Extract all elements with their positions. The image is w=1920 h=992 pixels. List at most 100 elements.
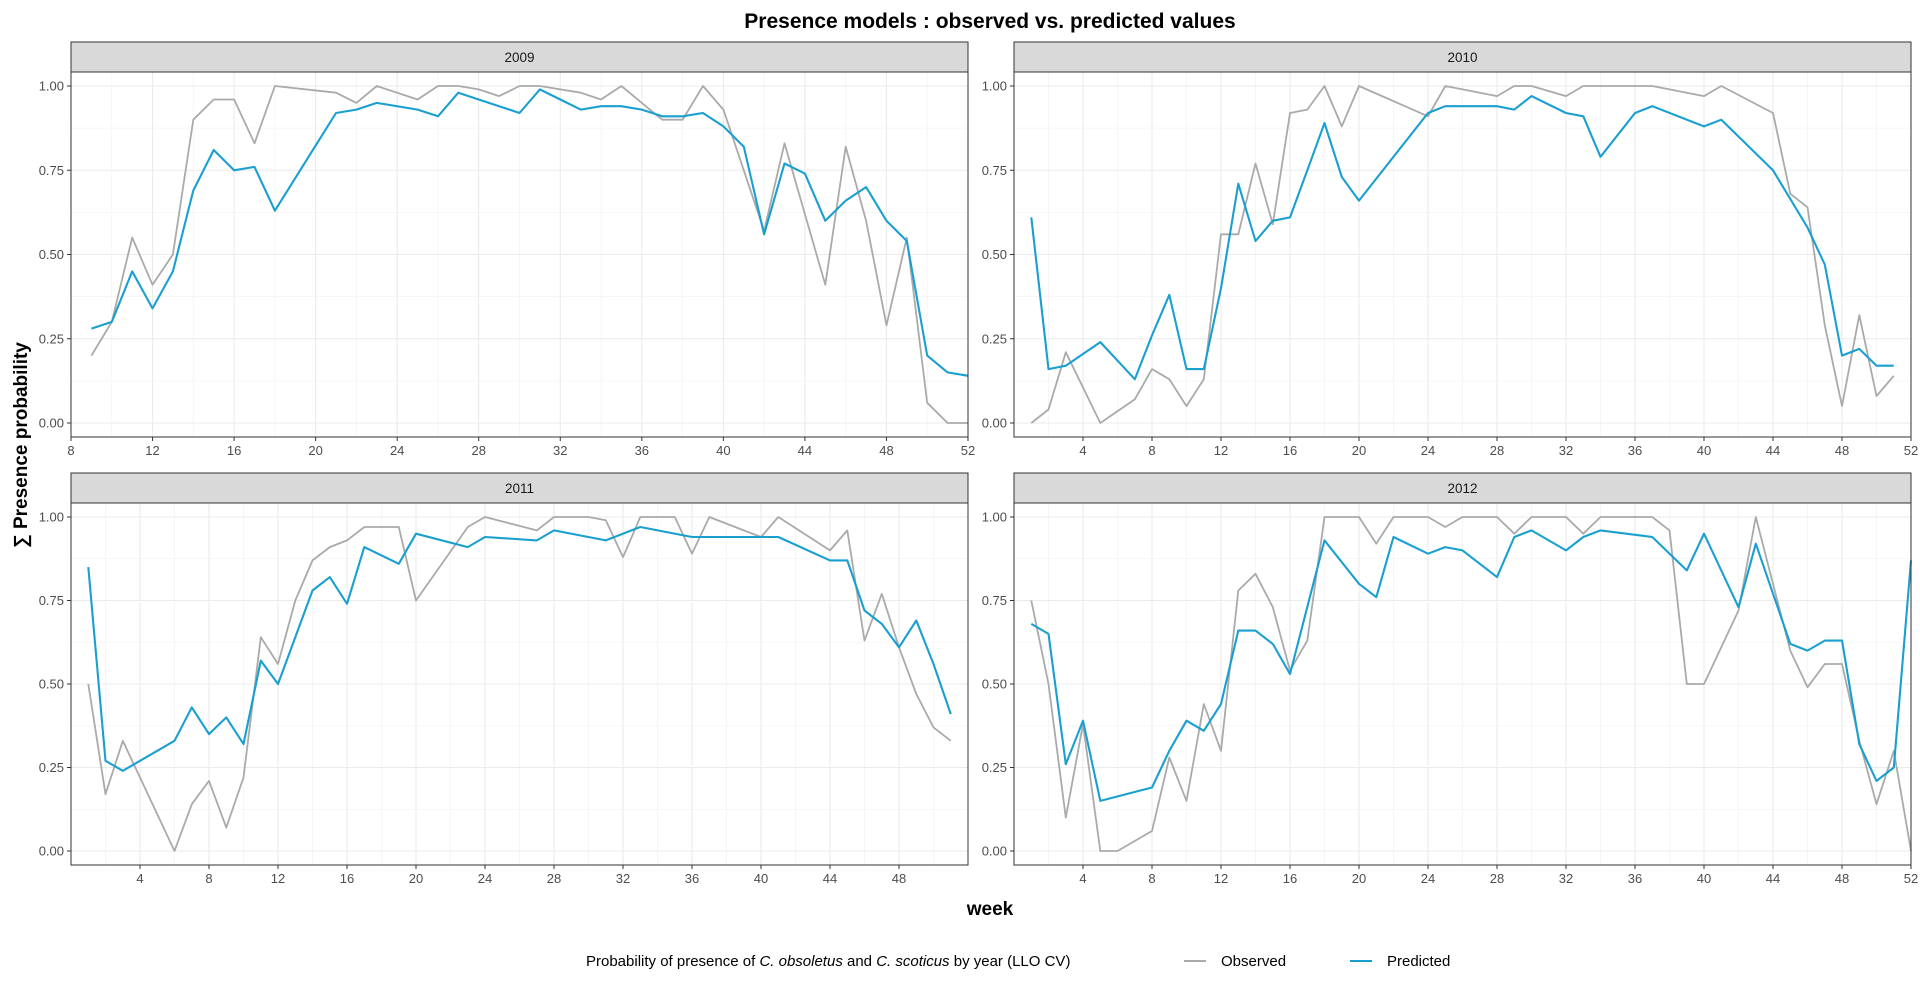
x-tick-label: 44 <box>1766 871 1780 886</box>
y-tick-label: 0.50 <box>39 677 64 692</box>
y-axis-title: ∑ Presence probability <box>11 342 32 548</box>
x-tick-label: 32 <box>1559 871 1573 886</box>
y-tick-label: 0.25 <box>39 760 64 775</box>
x-tick-label: 12 <box>1214 443 1228 458</box>
facet-strip <box>70 472 969 504</box>
y-tick-label: 1.00 <box>982 79 1007 94</box>
facet-label: 2012 <box>1447 481 1477 496</box>
x-tick-label: 40 <box>1697 443 1711 458</box>
facet-label: 2011 <box>505 481 534 496</box>
facet-label: 2009 <box>504 50 534 65</box>
legend: Probability of presence of C. obsoletus … <box>586 953 1450 970</box>
gridlines <box>1014 72 1912 437</box>
x-tick-label: 16 <box>1283 871 1297 886</box>
panel-2009: 2009 0.00 0.25 0.50 0.75 1.00 8 12 16 20 24 28 32 36 4… <box>39 41 975 458</box>
x-tick-label: 24 <box>478 871 492 886</box>
x-tick-label: 4 <box>136 871 143 886</box>
y-tick-label: 0.25 <box>982 760 1007 775</box>
x-tick-label: 44 <box>1766 443 1780 458</box>
x-tick-label: 44 <box>798 443 812 458</box>
x-tick-label: 52 <box>1904 871 1918 886</box>
x-tick-label: 20 <box>1352 871 1366 886</box>
facet-strip <box>1013 41 1912 73</box>
x-tick-label: 12 <box>271 871 285 886</box>
x-tick-label: 36 <box>685 871 699 886</box>
y-tick-label: 0.75 <box>39 163 64 178</box>
x-tick-label: 32 <box>1559 443 1573 458</box>
y-tick-label: 0.00 <box>39 416 64 431</box>
x-tick-label: 40 <box>716 443 730 458</box>
legend-title: Probability of presence of C. obsoletus … <box>586 953 1070 970</box>
y-tick-label: 0.50 <box>982 247 1007 262</box>
y-tick-label: 0.00 <box>982 416 1007 431</box>
x-tick-label: 28 <box>471 443 485 458</box>
series-line-predicted <box>91 88 969 377</box>
legend-title-part: C. obsoletus <box>759 953 843 970</box>
x-tick-label: 12 <box>145 443 159 458</box>
x-tick-label: 40 <box>1697 871 1711 886</box>
x-tick-label: 24 <box>1421 871 1435 886</box>
y-tick-label: 0.75 <box>39 593 64 608</box>
panel-border <box>1013 502 1912 866</box>
legend-title-part: and <box>843 953 876 970</box>
facet-strip <box>70 41 969 73</box>
x-tick-label: 24 <box>1421 443 1435 458</box>
series-line-observed <box>87 516 952 852</box>
legend-title-part: Probability of presence of <box>586 953 759 970</box>
legend-title-part: by year (LLO CV) <box>950 953 1071 970</box>
panel-border <box>70 71 969 438</box>
x-tick-label: 40 <box>754 871 768 886</box>
series-line-predicted <box>87 525 952 772</box>
x-tick-label: 16 <box>1283 443 1297 458</box>
y-tick-label: 0.25 <box>39 331 64 346</box>
x-tick-label: 48 <box>879 443 893 458</box>
y-tick-label: 0.50 <box>982 677 1007 692</box>
facet-panels: 2009 0.00 0.25 0.50 0.75 1.00 8 12 16 20 24 28 32 36 4… <box>39 41 1918 886</box>
y-tick-label: 1.00 <box>39 79 64 94</box>
x-tick-label: 52 <box>961 443 975 458</box>
y-tick-label: 0.75 <box>982 593 1007 608</box>
x-tick-label: 52 <box>1904 443 1918 458</box>
series-line-observed <box>1030 85 1895 424</box>
y-tick-label: 0.00 <box>39 844 64 859</box>
x-tick-label: 8 <box>205 871 212 886</box>
chart-title: Presence models : observed vs. predicted… <box>744 10 1235 33</box>
panel-border <box>1013 71 1912 438</box>
y-tick-label: 0.75 <box>982 163 1007 178</box>
y-tick-label: 0.50 <box>39 247 64 262</box>
x-axis-title: week <box>966 899 1014 920</box>
x-tick-label: 4 <box>1079 443 1086 458</box>
x-tick-label: 48 <box>1835 871 1849 886</box>
x-tick-label: 16 <box>227 443 241 458</box>
legend-title-part: C. scoticus <box>876 953 950 970</box>
x-tick-label: 8 <box>67 443 74 458</box>
facet-label: 2010 <box>1447 50 1477 65</box>
x-tick-label: 48 <box>1835 443 1849 458</box>
x-tick-label: 28 <box>1490 871 1504 886</box>
legend-label-observed: Observed <box>1221 953 1286 970</box>
series-line-observed <box>90 85 968 424</box>
x-tick-label: 16 <box>340 871 354 886</box>
x-tick-label: 48 <box>892 871 906 886</box>
x-tick-label: 24 <box>390 443 404 458</box>
facet-strip <box>1013 472 1912 504</box>
x-tick-label: 32 <box>616 871 630 886</box>
x-tick-label: 28 <box>547 871 561 886</box>
y-tick-label: 0.00 <box>982 844 1007 859</box>
x-tick-label: 12 <box>1214 871 1228 886</box>
series-line-predicted <box>1030 529 1913 802</box>
gridlines <box>71 503 968 865</box>
x-tick-label: 44 <box>823 871 837 886</box>
x-tick-label: 20 <box>1352 443 1366 458</box>
x-tick-label: 28 <box>1490 443 1504 458</box>
x-tick-label: 8 <box>1148 443 1155 458</box>
x-tick-label: 36 <box>635 443 649 458</box>
series-line-predicted <box>1030 95 1894 381</box>
x-tick-label: 36 <box>1628 443 1642 458</box>
x-tick-label: 20 <box>409 871 423 886</box>
panel-border <box>70 502 969 866</box>
